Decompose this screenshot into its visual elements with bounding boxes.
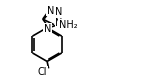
Text: NH₂: NH₂	[59, 20, 78, 30]
Text: N: N	[47, 6, 54, 16]
Text: Cl: Cl	[38, 67, 47, 77]
Text: N: N	[55, 7, 63, 17]
Text: N: N	[44, 24, 51, 34]
Text: N: N	[55, 18, 63, 28]
